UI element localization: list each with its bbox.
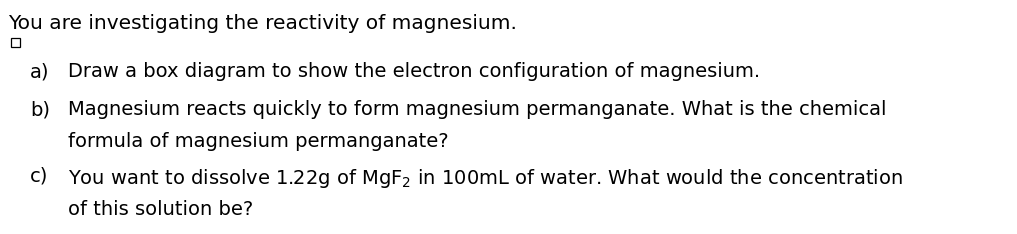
Bar — [11, 38, 20, 47]
Text: You are investigating the reactivity of magnesium.: You are investigating the reactivity of … — [8, 14, 517, 33]
Text: Draw a box diagram to show the electron configuration of magnesium.: Draw a box diagram to show the electron … — [68, 62, 760, 81]
Text: of this solution be?: of this solution be? — [68, 200, 253, 219]
Text: b): b) — [29, 100, 50, 119]
Text: a): a) — [29, 62, 50, 81]
Text: formula of magnesium permanganate?: formula of magnesium permanganate? — [68, 132, 448, 151]
Text: Magnesium reacts quickly to form magnesium permanganate. What is the chemical: Magnesium reacts quickly to form magnesi… — [68, 100, 887, 119]
Text: You want to dissolve 1.22g of MgF$_{\mathregular{2}}$ in 100mL of water. What wo: You want to dissolve 1.22g of MgF$_{\mat… — [68, 167, 903, 190]
Text: c): c) — [29, 167, 49, 186]
